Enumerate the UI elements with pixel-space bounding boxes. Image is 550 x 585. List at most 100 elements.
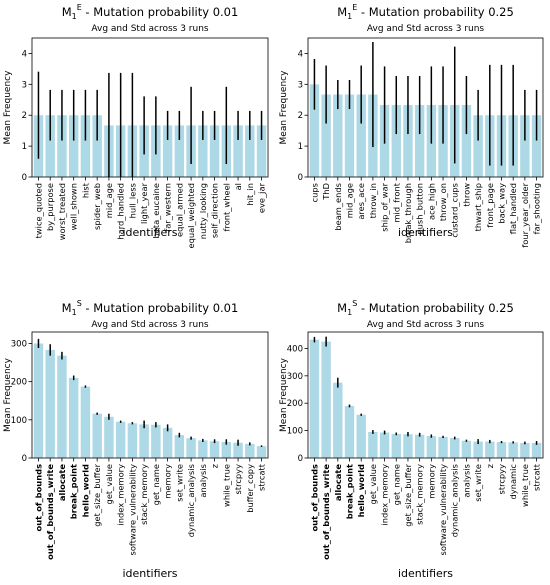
- x-tick-label: ThD: [321, 183, 331, 201]
- bar: [344, 94, 355, 177]
- x-tick-label: custard_cups: [450, 183, 460, 238]
- bar: [321, 94, 331, 177]
- bar: [174, 125, 185, 177]
- x-tick-label: dynamic_analysis: [186, 464, 196, 537]
- x-tick-label: flat_handled: [508, 183, 518, 234]
- x-tick-label: beta_eucaine: [151, 183, 161, 239]
- x-tick-label: thwart_ship: [473, 183, 483, 231]
- x-tick-label: cups: [309, 183, 319, 202]
- chart-title-superscript: S: [352, 299, 357, 308]
- y-tick-label: 2: [298, 111, 303, 121]
- bar: [368, 431, 378, 458]
- chart-title-subscript: 1: [72, 308, 77, 317]
- y-tick-label: 4: [298, 49, 303, 59]
- y-tick-label: 2: [22, 111, 27, 121]
- x-axis-label: identifiers: [122, 226, 177, 239]
- bar: [57, 355, 67, 458]
- x-tick-label: strcpyy: [496, 464, 506, 495]
- bar: [333, 94, 343, 177]
- x-tick-label: push_button: [415, 183, 425, 235]
- x-tick-label: get_name: [151, 464, 161, 505]
- x-tick-label: throw_on: [438, 183, 448, 221]
- x-tick-label: worst_treated: [57, 183, 67, 240]
- x-tick-label: get_size_buffer: [92, 463, 102, 526]
- bar: [174, 435, 185, 458]
- bar: [186, 438, 196, 458]
- bar: [198, 125, 208, 177]
- bar: [68, 115, 79, 177]
- x-tick-label: throw: [461, 183, 471, 207]
- plot-frame: [31, 37, 269, 178]
- chart-subtitle: Avg and Std across 3 runs: [367, 320, 485, 330]
- y-tick-label: 300: [287, 372, 303, 382]
- chart-title: M1E - Mutation probability 0.01: [62, 3, 239, 21]
- y-axis-label: Mean Frequency: [279, 357, 289, 432]
- y-tick-label: 300: [11, 339, 27, 349]
- bar: [356, 94, 366, 177]
- x-tick-label: nutty_looking: [198, 183, 208, 239]
- bar: [391, 433, 401, 458]
- bar: [245, 125, 255, 177]
- x-tick-label: hello_world: [80, 464, 90, 517]
- bar: [531, 115, 542, 177]
- bar: [461, 105, 472, 177]
- chart-title: M1E - Mutation probability 0.25: [337, 3, 514, 21]
- plot-frame: [31, 331, 269, 459]
- bar: [256, 446, 267, 458]
- chart-title-main: M: [337, 5, 347, 19]
- bar: [57, 115, 67, 177]
- bar: [162, 427, 173, 458]
- bar: [233, 125, 243, 177]
- bar: [531, 442, 542, 458]
- bar: [344, 405, 355, 458]
- bar: [520, 115, 530, 177]
- chart-subtitle: Avg and Std across 3 runs: [91, 320, 209, 330]
- x-tick-label: out_of_bounds: [33, 464, 43, 532]
- y-tick-label: 1: [22, 142, 27, 152]
- x-tick-label: break_point: [345, 464, 355, 519]
- bar: [403, 105, 413, 177]
- bar: [414, 105, 425, 177]
- bar: [414, 434, 425, 458]
- bar: [356, 414, 366, 458]
- chart-subtitle: Avg and Std across 3 runs: [367, 24, 485, 34]
- bar: [379, 432, 390, 458]
- x-tick-label: hist: [80, 182, 90, 198]
- bar: [33, 343, 44, 458]
- x-tick-label: out_of_bounds_write: [321, 464, 331, 560]
- y-tick-label: 3: [298, 80, 303, 90]
- chart-title-rest: - Mutation probability 0.25: [357, 301, 514, 315]
- chart-title-main: M: [337, 301, 347, 315]
- bar: [321, 341, 331, 458]
- bar: [68, 377, 79, 458]
- x-tick-label: out_of_bounds_write: [45, 464, 55, 560]
- x-tick-label: analysis: [461, 464, 471, 498]
- bar: [127, 423, 138, 458]
- x-tick-label: spider_web: [92, 183, 102, 230]
- x-tick-label: strcatt: [257, 463, 267, 491]
- bar: [45, 115, 55, 177]
- x-tick-label: throw_in: [368, 183, 378, 218]
- y-tick-label: 0: [22, 454, 27, 464]
- x-tick-label: buffer_copy: [245, 464, 255, 513]
- y-tick-label: 0: [298, 173, 303, 183]
- bar: [92, 413, 102, 458]
- x-tick-label: while_true: [520, 464, 530, 507]
- x-tick-label: set_write: [174, 464, 184, 502]
- y-axis-label: Mean Frequency: [279, 70, 289, 145]
- x-tick-label: memory: [426, 464, 436, 499]
- bar: [139, 424, 149, 458]
- bar: [391, 105, 401, 177]
- x-tick-label: four_year_older: [520, 182, 530, 247]
- bar: [45, 349, 55, 458]
- bar: [104, 416, 114, 458]
- x-tick-label: mid_age: [104, 183, 114, 218]
- x-tick-label: self_direction: [210, 183, 220, 238]
- x-tick-label: ship_of_war: [380, 182, 390, 231]
- x-tick-label: far_shooting: [532, 183, 542, 234]
- x-tick-label: break_through: [403, 183, 413, 243]
- y-tick-label: 0: [22, 173, 27, 183]
- x-tick-label: well_shown: [69, 183, 79, 230]
